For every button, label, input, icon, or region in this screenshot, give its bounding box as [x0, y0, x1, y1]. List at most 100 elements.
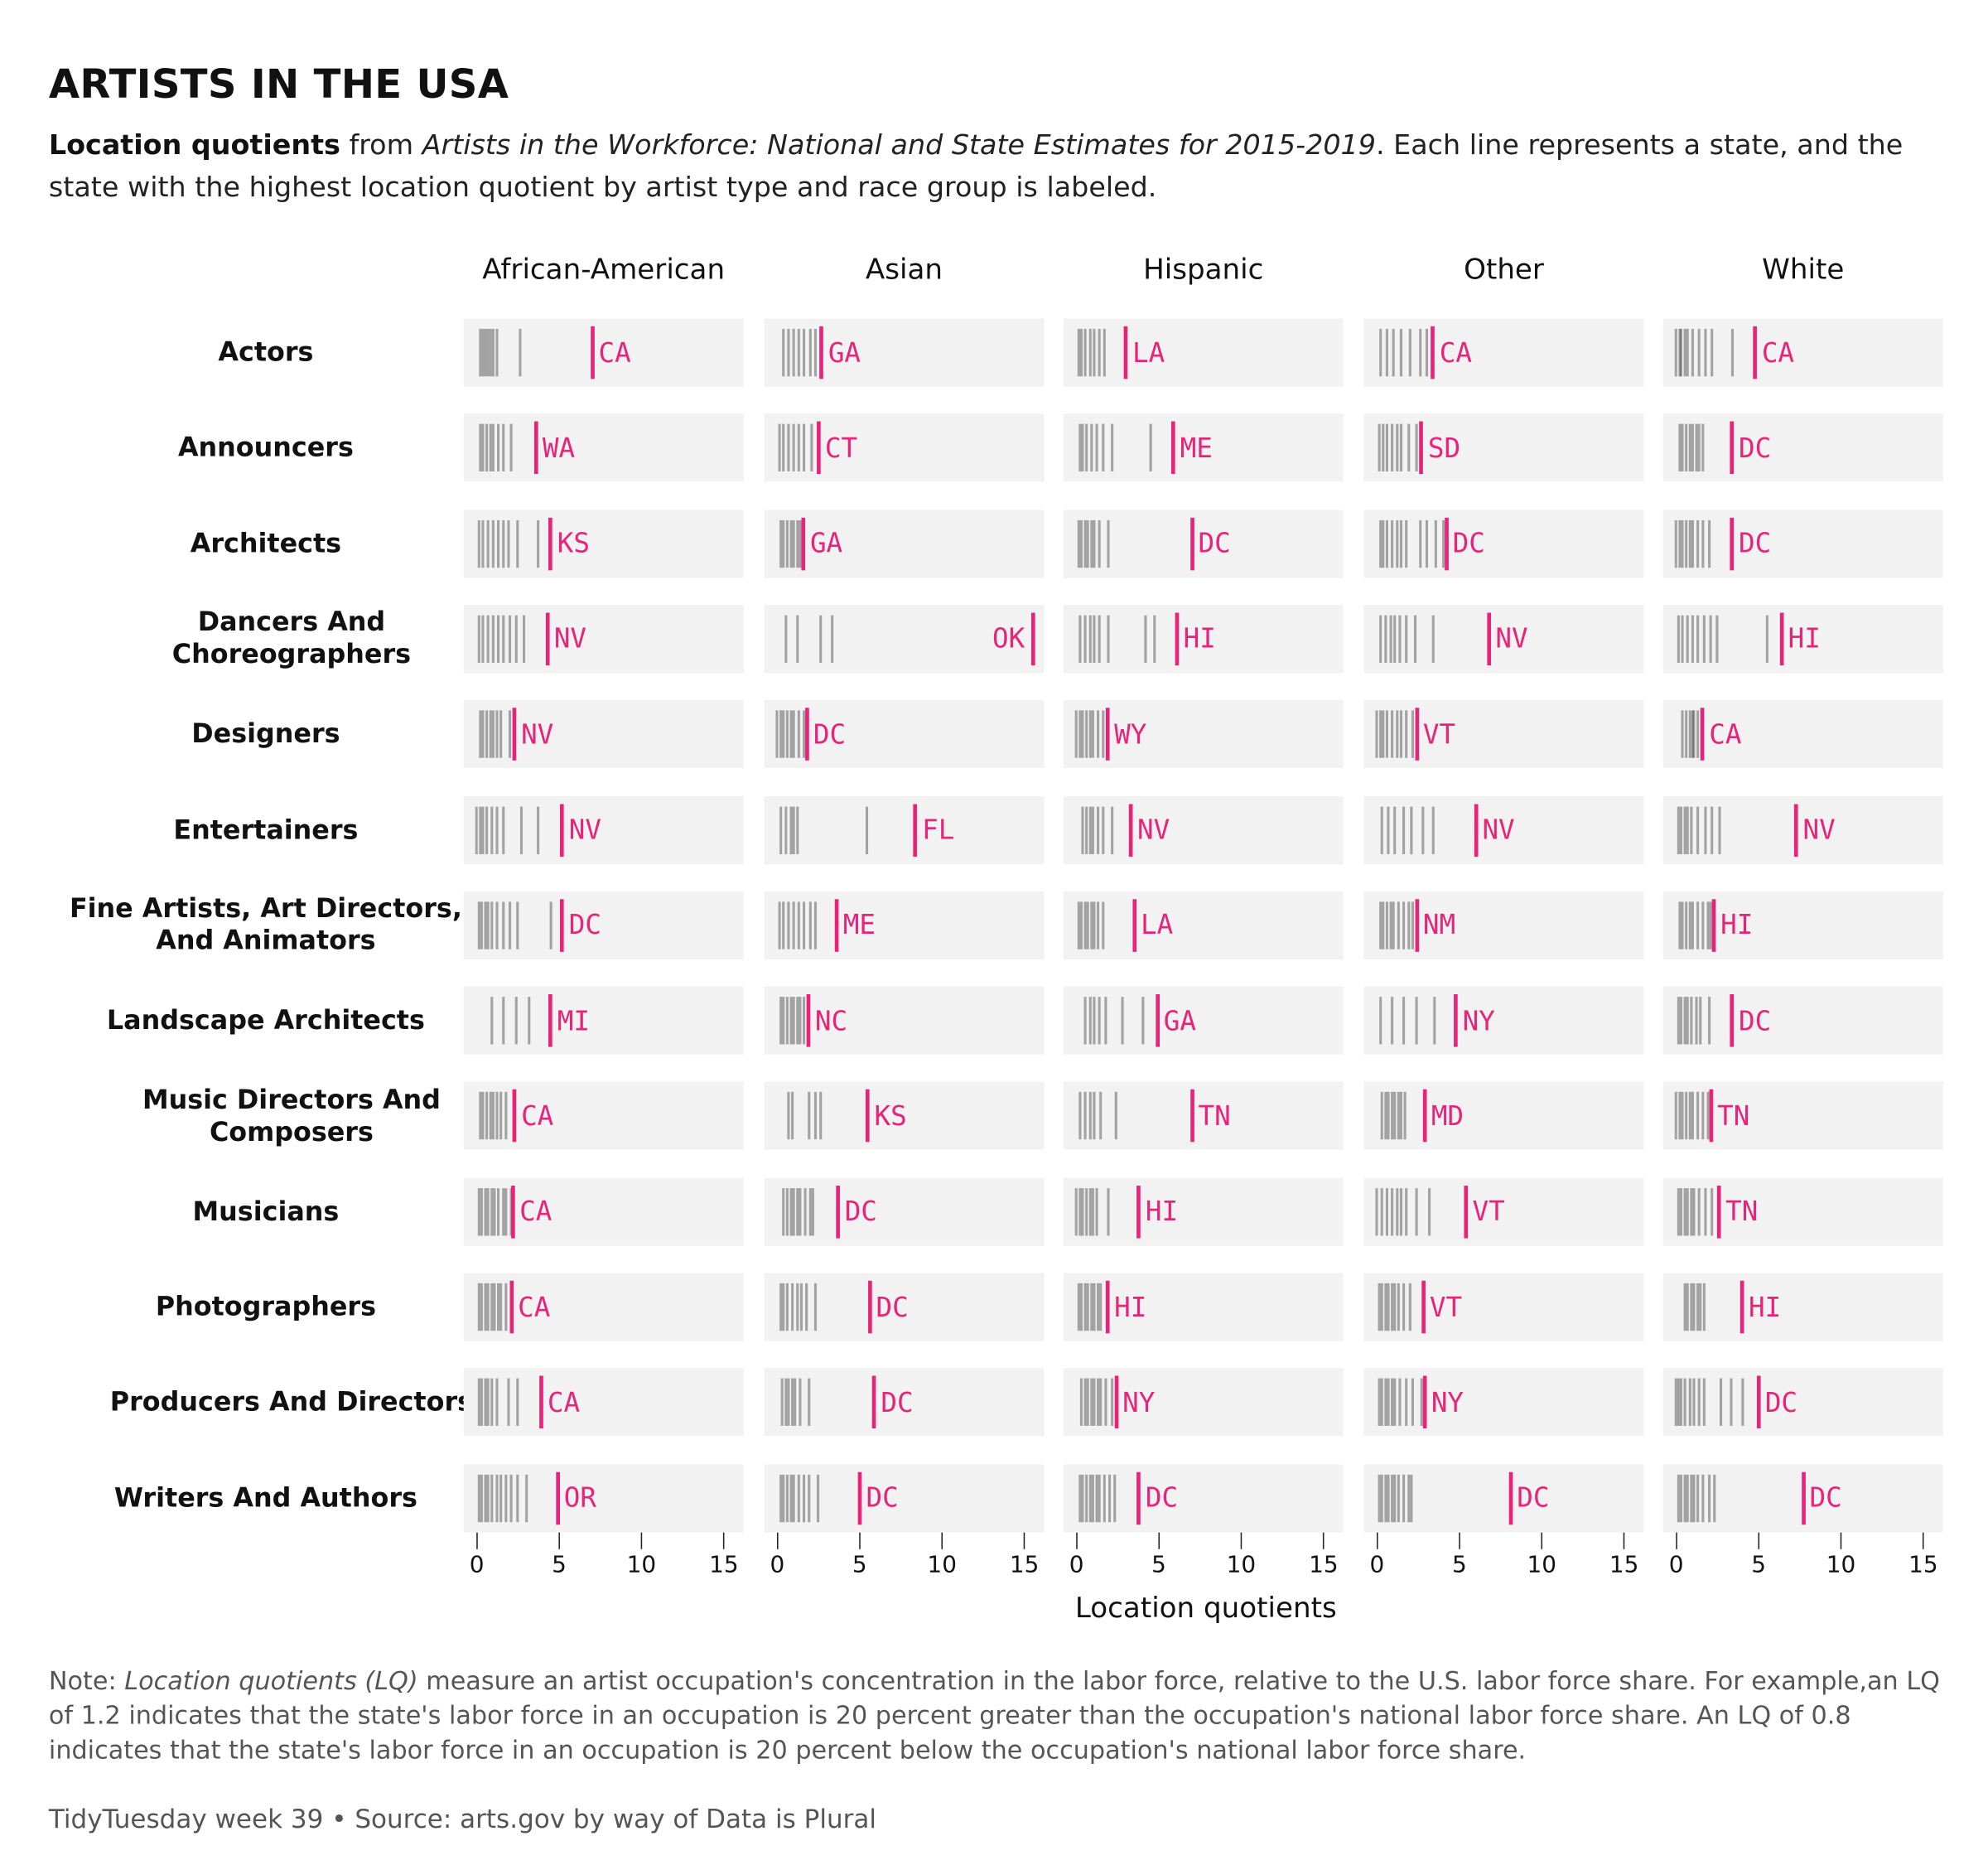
state-line — [794, 1379, 797, 1427]
state-line — [1393, 1474, 1397, 1522]
state-line — [782, 424, 785, 472]
state-line — [481, 805, 485, 854]
state-line — [1704, 328, 1707, 377]
x-tick — [1157, 1532, 1160, 1549]
state-line — [490, 997, 494, 1045]
state-line — [495, 1092, 498, 1140]
state-line — [1688, 901, 1691, 949]
state-line — [1697, 424, 1701, 472]
x-tick-label: 0 — [1668, 1551, 1684, 1579]
strip-panel: FL — [764, 795, 1045, 864]
state-line — [1078, 1474, 1082, 1522]
state-line — [785, 1474, 789, 1522]
state-line — [1701, 424, 1705, 472]
state-line — [508, 710, 511, 759]
max-state-line — [1419, 421, 1424, 475]
state-line — [1691, 901, 1695, 949]
state-line — [795, 615, 799, 663]
state-line — [1398, 1379, 1402, 1427]
state-line — [1707, 997, 1711, 1045]
state-line — [501, 519, 504, 568]
state-line — [1675, 519, 1678, 568]
state-line — [1682, 615, 1685, 663]
x-tick-label: 15 — [1009, 1551, 1040, 1579]
state-line — [1410, 805, 1413, 854]
max-state-line — [806, 994, 811, 1047]
state-line — [792, 1474, 795, 1522]
max-state-label: DC — [1145, 1482, 1179, 1514]
state-line — [493, 1283, 497, 1331]
state-line — [799, 519, 802, 568]
strip-panel: VT — [1363, 1273, 1644, 1341]
x-tick-label: 15 — [1908, 1551, 1938, 1579]
state-line — [818, 1092, 822, 1140]
subtitle-rest: . Each line represents a state, and the … — [48, 129, 1904, 205]
state-line — [1418, 519, 1421, 568]
state-line — [797, 424, 800, 472]
row-label: Actors — [218, 336, 314, 368]
x-tick — [1023, 1532, 1025, 1549]
state-line — [1093, 519, 1097, 568]
state-line — [516, 901, 519, 949]
state-line — [1387, 1379, 1390, 1427]
state-line — [775, 710, 779, 759]
max-state-line — [1422, 1375, 1427, 1429]
state-line — [479, 1092, 482, 1140]
state-line — [496, 1187, 499, 1236]
state-line — [1709, 901, 1712, 949]
state-line — [480, 1379, 484, 1427]
state-line — [495, 710, 498, 759]
state-line — [1410, 1474, 1413, 1522]
max-state-line — [1128, 803, 1133, 857]
strip-panel: WY — [1063, 700, 1344, 769]
strip-panel: HI — [1063, 1273, 1344, 1341]
state-line — [1098, 328, 1102, 377]
max-state-label: DC — [876, 1291, 909, 1323]
max-state-label: DC — [1198, 528, 1231, 559]
state-line — [524, 1474, 528, 1522]
state-line — [1378, 519, 1382, 568]
state-line — [516, 519, 519, 568]
max-state-line — [1030, 612, 1035, 665]
state-line — [1407, 901, 1410, 949]
strip-panel: KS — [463, 509, 744, 578]
max-state-line — [560, 898, 565, 952]
max-state-line — [548, 517, 553, 570]
state-line — [486, 1474, 490, 1522]
state-line — [1149, 424, 1152, 472]
state-line — [499, 710, 503, 759]
strip-panel: HI — [1063, 605, 1344, 674]
state-line — [1094, 1187, 1098, 1236]
state-line — [1678, 901, 1682, 949]
x-axis-title: Location quotients — [1074, 1592, 1337, 1626]
state-line — [1677, 805, 1680, 854]
state-line — [488, 710, 492, 759]
state-line — [1686, 1283, 1690, 1331]
state-line — [1683, 805, 1686, 854]
x-tick-label: 10 — [1226, 1551, 1257, 1579]
state-line — [1388, 901, 1392, 949]
chart-note: Note: Location quotients (LQ) measure an… — [49, 1664, 1950, 1768]
state-line — [1711, 805, 1714, 854]
state-line — [1078, 1092, 1082, 1140]
x-tick — [1840, 1532, 1842, 1549]
max-state-line — [1779, 612, 1784, 665]
x-tick — [1757, 1532, 1760, 1549]
state-line — [1098, 997, 1102, 1045]
max-state-line — [1136, 1471, 1141, 1524]
note-prefix: Note: — [48, 1665, 125, 1696]
state-line — [1378, 901, 1382, 949]
max-state-label: DC — [1738, 1005, 1772, 1036]
state-line — [795, 1283, 799, 1331]
max-state-line — [1132, 898, 1136, 952]
state-line — [1692, 710, 1696, 759]
strip-panel: CA — [463, 1082, 744, 1151]
state-line — [777, 901, 780, 949]
max-state-label: CA — [519, 1196, 552, 1227]
max-state-line — [1106, 1280, 1110, 1334]
max-state-line — [867, 1280, 872, 1334]
state-line — [792, 997, 795, 1045]
state-line — [1704, 1187, 1707, 1236]
state-line — [1390, 1187, 1393, 1236]
state-line — [1712, 1474, 1715, 1522]
